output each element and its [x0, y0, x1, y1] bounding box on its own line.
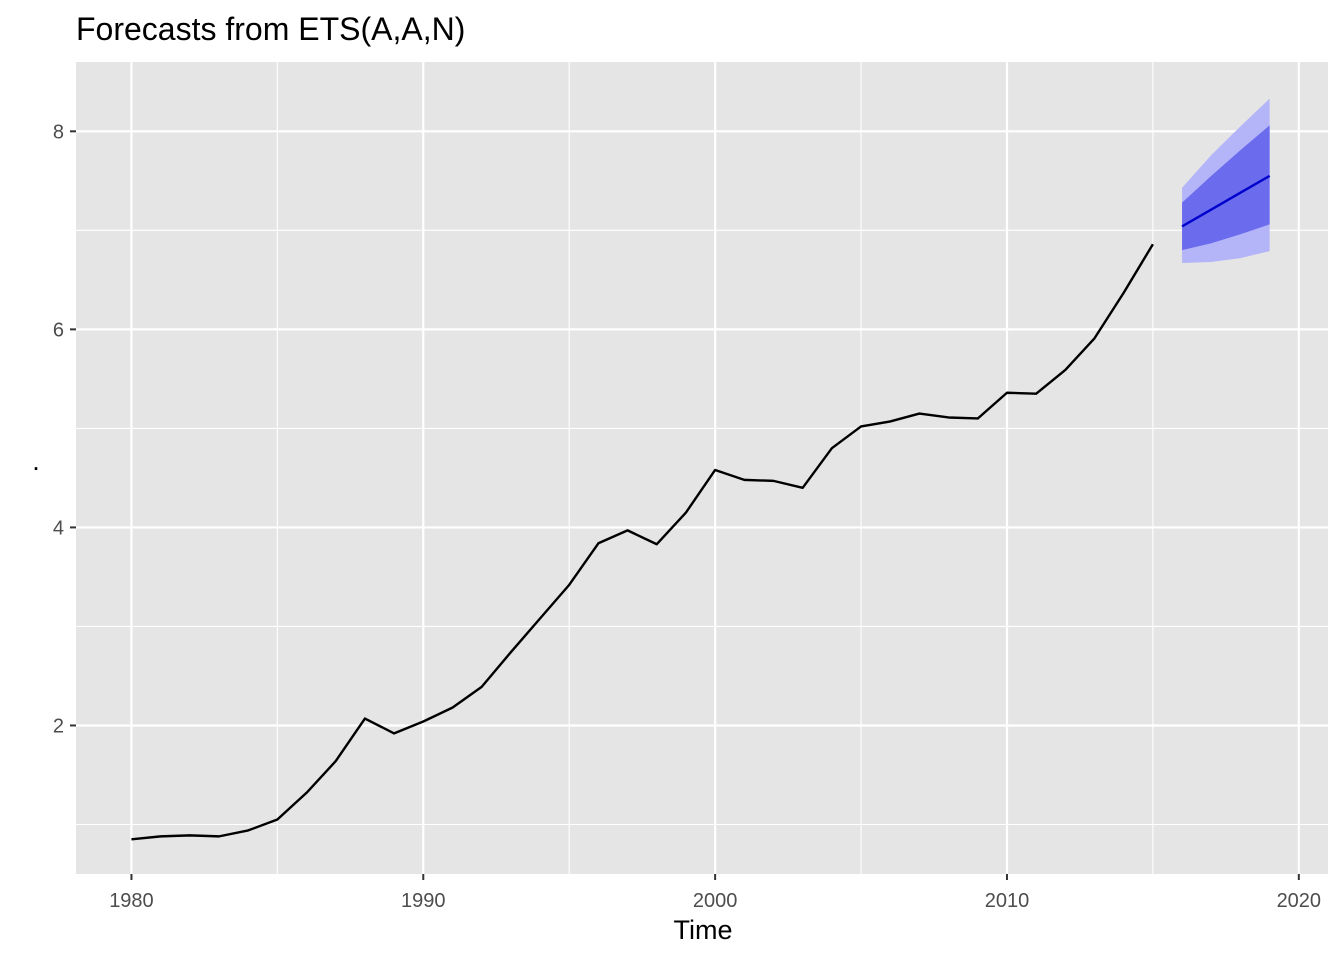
actual-series-line [131, 243, 1154, 841]
grid-major [76, 62, 1328, 874]
prediction-intervals [1182, 98, 1270, 264]
y-tick-label: 2 [53, 715, 64, 737]
y-axis-tick-labels: 2 4 6 8 [53, 121, 64, 737]
x-tick-label: 2020 [1277, 890, 1322, 912]
x-tick-label: 1980 [109, 890, 154, 912]
x-tick-label: 2000 [693, 890, 738, 912]
plot-panel [76, 62, 1328, 874]
x-axis-title: Time [674, 915, 733, 945]
y-tick-label: 8 [53, 121, 64, 143]
y-tick-label: 4 [53, 517, 64, 539]
grid-minor [76, 62, 1328, 874]
x-tick-label: 1990 [401, 890, 446, 912]
series-lines [131, 174, 1271, 841]
axis-ticks [70, 130, 1300, 880]
y-tick-label: 6 [53, 319, 64, 341]
y-axis-title: . [32, 446, 40, 476]
x-axis-tick-labels: 1980 1990 2000 2010 2020 [109, 890, 1321, 912]
chart-title: Forecasts from ETS(A,A,N) [76, 11, 465, 47]
forecast-series-line [1181, 174, 1271, 228]
x-tick-label: 2010 [985, 890, 1030, 912]
interval-80-band [1182, 125, 1270, 251]
